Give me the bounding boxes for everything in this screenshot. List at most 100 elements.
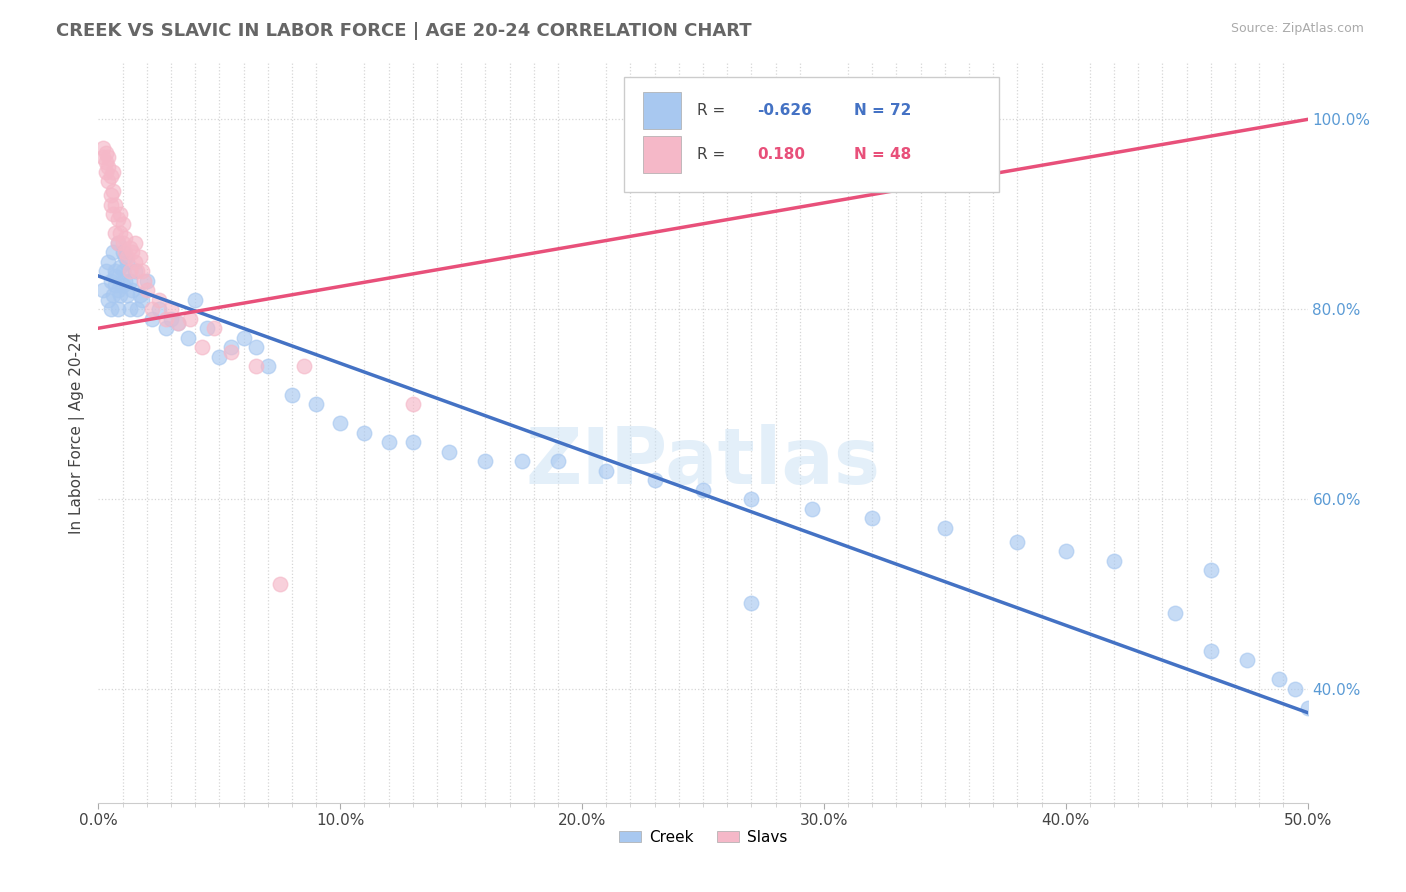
Point (127, 302, 149, 317)
Point (121, 245, 143, 260)
Point (108, 260, 131, 274)
Point (124, 235, 146, 250)
Point (107, 283, 129, 297)
Point (118, 274, 141, 288)
Point (111, 217, 134, 231)
Point (121, 283, 143, 297)
Point (1199, 644, 1222, 658)
Point (111, 264, 134, 278)
Text: ZIPatlas: ZIPatlas (526, 425, 880, 500)
Text: -0.626: -0.626 (758, 103, 813, 118)
Point (167, 317, 190, 331)
Point (167, 317, 190, 331)
Point (353, 425, 375, 440)
Point (179, 311, 201, 326)
Point (97, 150, 120, 164)
Point (191, 340, 214, 354)
Point (104, 268, 127, 283)
Point (118, 240, 141, 255)
Point (97, 174, 120, 188)
Point (195, 321, 218, 335)
Point (437, 444, 460, 458)
Point (595, 464, 617, 478)
Point (91, 150, 114, 164)
Point (305, 397, 328, 411)
Point (204, 321, 226, 335)
Point (131, 264, 153, 278)
Point (692, 483, 714, 497)
Point (184, 293, 207, 307)
Point (547, 454, 569, 468)
Point (644, 473, 666, 487)
Point (740, 597, 762, 611)
FancyBboxPatch shape (643, 92, 682, 129)
Point (100, 274, 122, 288)
Point (114, 250, 136, 264)
Point (107, 235, 129, 250)
Text: N = 48: N = 48 (855, 147, 911, 162)
Point (221, 340, 243, 354)
Point (177, 331, 200, 345)
Point (100, 198, 122, 212)
Point (94, 164, 117, 178)
Point (107, 235, 129, 250)
Point (800, 501, 823, 516)
Point (148, 293, 170, 307)
Point (131, 293, 153, 307)
Text: 0.180: 0.180 (758, 147, 806, 162)
Point (118, 302, 141, 317)
Point (124, 264, 146, 278)
Point (329, 416, 352, 430)
Point (118, 264, 141, 278)
Point (1284, 681, 1306, 696)
Point (127, 264, 149, 278)
Point (160, 302, 183, 317)
Point (114, 245, 136, 260)
Point (104, 198, 127, 212)
Point (91, 283, 114, 297)
Point (104, 278, 127, 293)
Point (124, 254, 146, 268)
Text: Source: ZipAtlas.com: Source: ZipAtlas.com (1230, 22, 1364, 36)
Legend: Creek, Slavs: Creek, Slavs (613, 823, 793, 851)
Point (117, 250, 139, 264)
Point (111, 235, 134, 250)
Point (97, 293, 120, 307)
Point (402, 435, 425, 450)
Point (128, 288, 150, 302)
Point (97, 254, 120, 268)
Point (101, 288, 124, 302)
Point (1296, 701, 1319, 715)
Point (111, 245, 134, 260)
Point (108, 288, 131, 302)
Point (117, 288, 139, 302)
Point (934, 520, 956, 534)
Point (1267, 673, 1289, 687)
Point (101, 184, 124, 198)
Point (160, 311, 183, 326)
Point (108, 227, 131, 241)
Point (232, 331, 254, 345)
Point (141, 311, 163, 326)
Point (107, 302, 129, 317)
FancyBboxPatch shape (643, 136, 682, 173)
Point (101, 207, 124, 221)
Point (104, 264, 127, 278)
Point (135, 283, 157, 297)
Point (108, 207, 131, 221)
Point (402, 397, 425, 411)
Point (135, 274, 157, 288)
Point (256, 359, 278, 374)
FancyBboxPatch shape (624, 78, 1000, 192)
Point (94, 145, 117, 160)
Point (155, 321, 177, 335)
Point (221, 345, 243, 359)
Point (104, 227, 127, 241)
Point (100, 169, 122, 184)
Point (1236, 653, 1258, 667)
Point (281, 387, 304, 401)
Point (101, 245, 124, 260)
Point (114, 231, 136, 245)
Point (1054, 544, 1077, 558)
Point (510, 454, 533, 468)
